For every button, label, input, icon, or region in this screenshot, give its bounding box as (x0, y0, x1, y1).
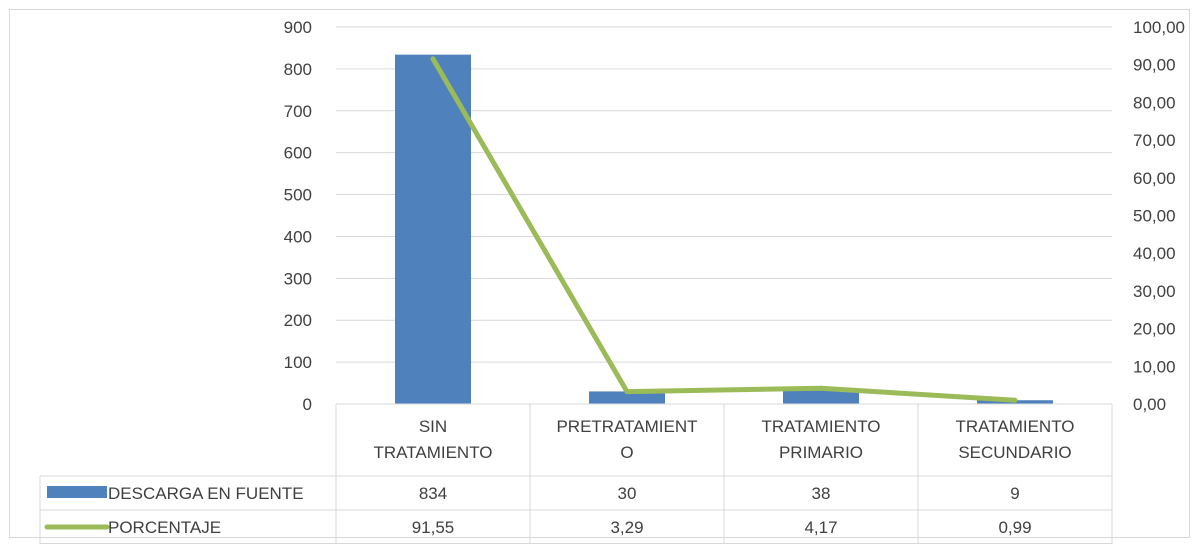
category-label: PRETRATAMIENT (556, 417, 697, 436)
bar (783, 388, 859, 404)
left-axis-tick-label: 500 (284, 186, 312, 205)
bar-series (395, 54, 1053, 404)
line-series (430, 56, 1018, 403)
right-axis-tick-label: 50,00 (1133, 207, 1176, 226)
bar (589, 391, 665, 404)
table-cell-value: 38 (812, 484, 831, 503)
category-label: SECUNDARIO (958, 443, 1071, 462)
left-axis: 0 100 200 300 400 500 600 700 800 900 (284, 18, 312, 414)
table-cell-value: 30 (618, 484, 637, 503)
right-axis-tick-label: 10,00 (1133, 357, 1176, 376)
left-axis-tick-label: 200 (284, 311, 312, 330)
category-label: O (620, 443, 633, 462)
category-label: PRIMARIO (779, 443, 863, 462)
left-axis-tick-label: 0 (303, 395, 312, 414)
left-axis-tick-label: 700 (284, 102, 312, 121)
category-label: SIN (419, 417, 447, 436)
line-point (430, 56, 436, 62)
left-axis-tick-label: 800 (284, 60, 312, 79)
left-axis-tick-label: 100 (284, 353, 312, 372)
table-cell-value: 9 (1010, 484, 1019, 503)
right-axis: 0,00 10,00 20,00 30,00 40,00 50,00 60,00 70,00 8… (1133, 18, 1185, 414)
left-axis-tick-label: 300 (284, 269, 312, 288)
legend-key-bar (47, 486, 107, 498)
right-axis-tick-label: 0,00 (1133, 395, 1166, 414)
legend-series-name: DESCARGA EN FUENTE (108, 484, 304, 503)
right-axis-tick-label: 40,00 (1133, 244, 1176, 263)
category-label: TRATAMIENTO (956, 417, 1075, 436)
table-cell-value: 4,17 (804, 518, 837, 537)
line-path (430, 56, 1018, 403)
right-axis-tick-label: 70,00 (1133, 131, 1176, 150)
line-point (818, 385, 824, 391)
left-axis-tick-label: 600 (284, 144, 312, 163)
right-axis-tick-label: 100,00 (1133, 18, 1185, 37)
right-axis-tick-label: 80,00 (1133, 93, 1176, 112)
line-point (624, 389, 630, 395)
right-axis-tick-label: 30,00 (1133, 282, 1176, 301)
right-axis-tick-label: 90,00 (1133, 56, 1176, 75)
category-label: TRATAMIENTO (762, 417, 881, 436)
table-cell-value: 834 (419, 484, 447, 503)
left-axis-tick-label: 400 (284, 227, 312, 246)
right-axis-tick-label: 60,00 (1133, 169, 1176, 188)
line-point (1012, 397, 1018, 403)
table-cell-value: 0,99 (998, 518, 1031, 537)
category-label: TRATAMIENTO (374, 443, 493, 462)
legend-series-name: PORCENTAJE (108, 518, 221, 537)
left-axis-tick-label: 900 (284, 18, 312, 37)
table-cell-value: 3,29 (610, 518, 643, 537)
table-cell-value: 91,55 (412, 518, 455, 537)
bar (395, 54, 471, 404)
right-axis-tick-label: 20,00 (1133, 320, 1176, 339)
